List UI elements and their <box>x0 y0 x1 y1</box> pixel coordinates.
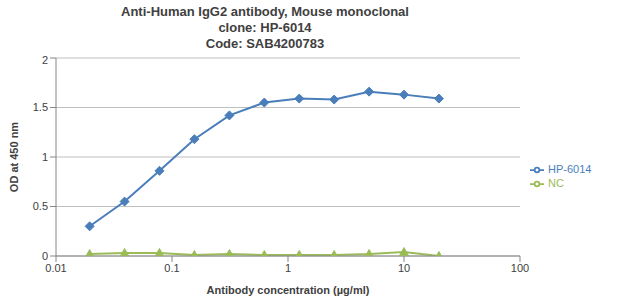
svg-text:0.1: 0.1 <box>164 262 179 274</box>
svg-text:OD at 450 nm: OD at 450 nm <box>8 122 20 193</box>
svg-text:1: 1 <box>42 151 48 163</box>
svg-text:0: 0 <box>42 250 48 262</box>
svg-text:Antibody concentration (µg/ml): Antibody concentration (µg/ml) <box>207 284 370 296</box>
svg-text:0.01: 0.01 <box>45 262 66 274</box>
svg-text:2: 2 <box>42 54 48 66</box>
svg-text:10: 10 <box>398 262 410 274</box>
svg-text:100: 100 <box>511 262 529 274</box>
svg-text:1.5: 1.5 <box>33 101 48 113</box>
html-text:Code: SAB4200783: Code: SAB4200783 <box>205 36 325 51</box>
svg-text:0.5: 0.5 <box>33 200 48 212</box>
svg-text:1: 1 <box>285 262 291 274</box>
html-text:HP-6014: HP-6014 <box>548 162 592 175</box>
html-text:Anti-Human IgG2 antibody, Mous: Anti-Human IgG2 antibody, Mouse monoclon… <box>121 4 409 19</box>
html-text:NC: NC <box>548 177 564 189</box>
html-text:clone: HP-6014: clone: HP-6014 <box>218 20 312 35</box>
